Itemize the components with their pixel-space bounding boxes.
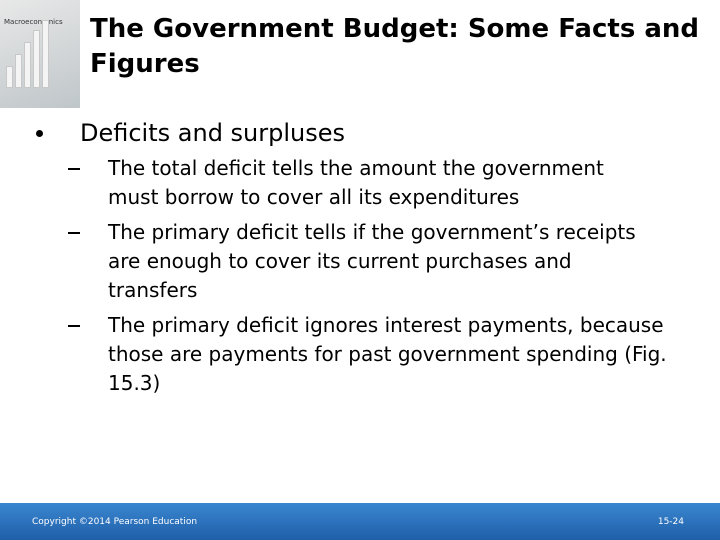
bullet-text: Deficits and surpluses bbox=[80, 119, 346, 147]
sub-item: The primary deficit tells if the governm… bbox=[68, 218, 653, 305]
bullet-marker bbox=[36, 130, 43, 137]
book-cover: Macroeconomics bbox=[0, 0, 80, 108]
cover-title: Macroeconomics bbox=[4, 18, 63, 26]
bullet-item: Deficits and surpluses The total deficit … bbox=[0, 116, 720, 398]
copyright: Copyright ©2014 Pearson Education bbox=[32, 517, 198, 527]
dash-marker bbox=[68, 232, 80, 234]
sub-item-text: The primary deficit tells if the governm… bbox=[108, 220, 636, 302]
footer: Copyright ©2014 Pearson Education 15-24 bbox=[0, 503, 720, 540]
cover-art bbox=[6, 20, 49, 88]
content: Deficits and surpluses The total deficit … bbox=[0, 116, 720, 404]
slide-title: The Government Budget: Some Facts and Fi… bbox=[90, 14, 700, 79]
dash-marker bbox=[68, 168, 80, 170]
sub-list: The total deficit tells the amount the g… bbox=[68, 154, 720, 398]
page-number: 15-24 bbox=[657, 517, 684, 527]
sub-item-text: The primary deficit ignores interest pay… bbox=[108, 313, 667, 395]
sub-item-text: The total deficit tells the amount the g… bbox=[108, 156, 604, 209]
dash-marker bbox=[68, 325, 80, 327]
sub-item: The total deficit tells the amount the g… bbox=[68, 154, 653, 212]
sub-item: The primary deficit ignores interest pay… bbox=[68, 311, 693, 398]
